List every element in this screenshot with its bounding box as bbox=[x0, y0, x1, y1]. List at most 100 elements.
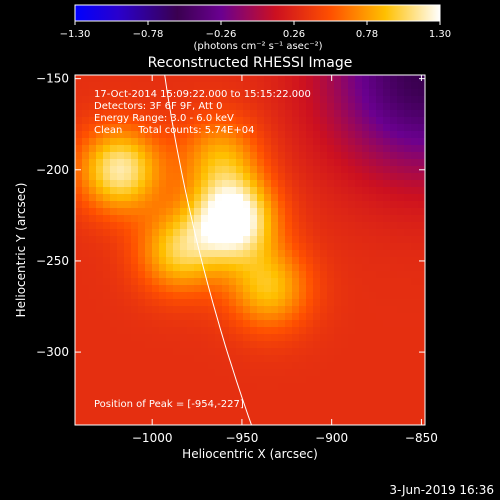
heatmap-cell bbox=[159, 404, 167, 412]
heatmap-cell bbox=[222, 271, 230, 279]
heatmap-cell bbox=[236, 313, 244, 321]
heatmap-cell bbox=[110, 117, 118, 125]
heatmap-cell bbox=[117, 75, 125, 83]
heatmap-cell bbox=[334, 236, 342, 244]
heatmap-cell bbox=[117, 355, 125, 363]
heatmap-cell bbox=[208, 376, 216, 384]
heatmap-cell bbox=[278, 404, 286, 412]
heatmap-cell bbox=[397, 383, 405, 391]
heatmap-cell bbox=[173, 243, 181, 251]
heatmap-cell bbox=[75, 369, 83, 377]
heatmap-cell bbox=[362, 236, 370, 244]
heatmap-cell bbox=[320, 82, 328, 90]
heatmap-cell bbox=[418, 159, 425, 167]
heatmap-cell bbox=[376, 173, 384, 181]
heatmap-cell bbox=[257, 75, 265, 83]
heatmap-cell bbox=[243, 376, 251, 384]
heatmap-cell bbox=[355, 278, 363, 286]
heatmap-cell bbox=[131, 117, 139, 125]
heatmap-cell bbox=[208, 264, 216, 272]
heatmap-cell bbox=[250, 124, 258, 132]
heatmap-cell bbox=[264, 201, 272, 209]
heatmap-cell bbox=[285, 159, 293, 167]
heatmap-cell bbox=[180, 348, 188, 356]
heatmap-cell bbox=[397, 222, 405, 230]
heatmap-cell bbox=[208, 299, 216, 307]
heatmap-cell bbox=[159, 243, 167, 251]
heatmap-cell bbox=[278, 383, 286, 391]
heatmap-cell bbox=[110, 194, 118, 202]
heatmap-cell bbox=[299, 145, 307, 153]
heatmap-cell bbox=[138, 194, 146, 202]
heatmap-cell bbox=[411, 82, 419, 90]
heatmap-cell bbox=[173, 236, 181, 244]
heatmap-cell bbox=[138, 110, 146, 118]
heatmap-cell bbox=[152, 173, 160, 181]
heatmap-cell bbox=[201, 208, 209, 216]
heatmap-cell bbox=[327, 75, 335, 83]
heatmap-cell bbox=[229, 173, 237, 181]
heatmap-cell bbox=[110, 285, 118, 293]
heatmap-cell bbox=[110, 313, 118, 321]
heatmap-cell bbox=[124, 348, 132, 356]
heatmap-cell bbox=[173, 320, 181, 328]
heatmap-cell bbox=[278, 376, 286, 384]
heatmap-cell bbox=[110, 166, 118, 174]
heatmap-cell bbox=[404, 208, 412, 216]
heatmap-cell bbox=[187, 145, 195, 153]
heatmap-cell bbox=[250, 334, 258, 342]
heatmap-cell bbox=[82, 194, 90, 202]
heatmap-cell bbox=[348, 96, 356, 104]
heatmap-cell bbox=[355, 320, 363, 328]
heatmap-cell bbox=[271, 236, 279, 244]
heatmap-cell bbox=[215, 208, 223, 216]
heatmap-cell bbox=[264, 124, 272, 132]
heatmap-cell bbox=[89, 257, 97, 265]
heatmap-cell bbox=[110, 355, 118, 363]
heatmap-cell bbox=[215, 404, 223, 412]
heatmap-cell bbox=[250, 201, 258, 209]
heatmap-cell bbox=[124, 418, 132, 425]
heatmap-cell bbox=[180, 404, 188, 412]
heatmap-cell bbox=[397, 306, 405, 314]
heatmap-cell bbox=[355, 397, 363, 405]
heatmap-cell bbox=[201, 341, 209, 349]
heatmap-cell bbox=[320, 271, 328, 279]
heatmap-cell bbox=[187, 159, 195, 167]
heatmap-cell bbox=[222, 124, 230, 132]
heatmap-cell bbox=[299, 131, 307, 139]
heatmap-cell bbox=[229, 334, 237, 342]
heatmap-cell bbox=[145, 369, 153, 377]
heatmap-cell bbox=[348, 75, 356, 83]
heatmap-cell bbox=[404, 152, 412, 160]
heatmap-cell bbox=[82, 257, 90, 265]
heatmap-cell bbox=[369, 208, 377, 216]
heatmap-cell bbox=[341, 250, 349, 258]
heatmap-cell bbox=[299, 292, 307, 300]
heatmap-cell bbox=[320, 152, 328, 160]
heatmap-cell bbox=[355, 285, 363, 293]
heatmap-cell bbox=[187, 166, 195, 174]
heatmap-cell bbox=[376, 194, 384, 202]
heatmap-cell bbox=[180, 306, 188, 314]
heatmap-cell bbox=[194, 110, 202, 118]
heatmap-cell bbox=[82, 376, 90, 384]
heatmap-cell bbox=[75, 215, 83, 223]
heatmap-cell bbox=[292, 124, 300, 132]
heatmap-cell bbox=[138, 355, 146, 363]
heatmap-cell bbox=[103, 250, 111, 258]
heatmap-cell bbox=[138, 390, 146, 398]
heatmap-cell bbox=[418, 250, 425, 258]
heatmap-cell bbox=[306, 124, 314, 132]
heatmap-cell bbox=[334, 306, 342, 314]
heatmap-cell bbox=[159, 131, 167, 139]
heatmap-cell bbox=[327, 313, 335, 321]
heatmap-cell bbox=[278, 418, 286, 425]
heatmap-cell bbox=[110, 110, 118, 118]
heatmap-cell bbox=[376, 180, 384, 188]
heatmap-cell bbox=[320, 278, 328, 286]
heatmap-cell bbox=[376, 348, 384, 356]
heatmap-cell bbox=[250, 166, 258, 174]
heatmap-cell bbox=[369, 201, 377, 209]
heatmap-cell bbox=[152, 215, 160, 223]
